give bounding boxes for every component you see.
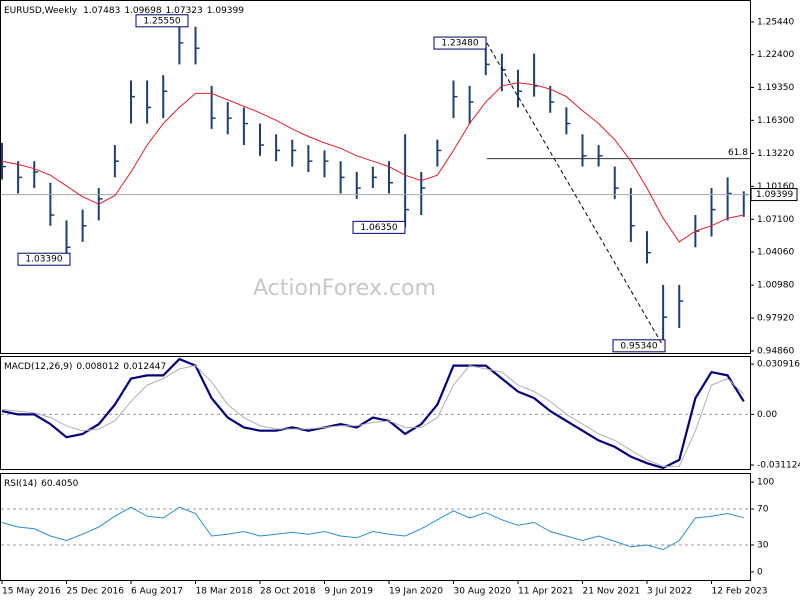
annotation-box: [17, 252, 71, 266]
y-tick-label: 1.00980: [757, 281, 794, 291]
annotation-label: 1.06350: [360, 223, 397, 233]
symbol: EURUSD,Weekly: [4, 6, 78, 16]
y-tick-label: 0.00: [757, 410, 777, 420]
y-tick-label: 0.030916: [757, 360, 800, 370]
annotation-box: [612, 339, 666, 353]
rsi-header: RSI(14) 60.4050: [4, 479, 79, 489]
macd-title: MACD(12,26,9): [4, 362, 72, 372]
open: 1.07483: [83, 6, 120, 16]
series-line: [1, 82, 744, 243]
rsi-panel: [0, 473, 751, 581]
price-header: EURUSD,Weekly 1.07483 1.09698 1.07323 1.0939…: [4, 6, 244, 16]
y-tick-label: 1.16300: [757, 116, 794, 126]
x-tick-label: 25 Dec 2016: [67, 587, 125, 597]
x-tick-label: 18 Mar 2018: [196, 587, 253, 597]
y-tick-label: 1.07100: [757, 215, 794, 225]
x-tick-label: 6 Aug 2017: [131, 587, 183, 597]
x-tick-label: 3 Jul 2022: [647, 587, 692, 597]
trend-line: [486, 42, 664, 347]
y-tick-label: 70: [757, 505, 769, 515]
fib-label: 61.8: [728, 148, 748, 158]
macd-header: MACD(12,26,9) 0.008012 0.012447: [4, 362, 166, 372]
y-tick-label: 1.10160: [757, 182, 794, 192]
price-panel: [0, 0, 751, 354]
y-tick-label: 0.97920: [757, 314, 794, 324]
y-tick-label: 0: [757, 567, 763, 577]
series-line: [1, 506, 744, 551]
y-tick-label: 1.04060: [757, 248, 794, 258]
series-line: [1, 365, 745, 467]
x-tick-label: 15 May 2016: [2, 587, 61, 597]
annotation-box: [433, 36, 487, 50]
y-tick-label: 1.22400: [757, 50, 794, 60]
series-line: [1, 357, 745, 470]
last-price-label: 1.09399: [756, 190, 793, 200]
annotation-label: 0.95340: [620, 341, 657, 351]
y-tick-label: 1.13220: [757, 149, 794, 159]
macd-readout: 0.008012: [76, 362, 119, 372]
annotation-label: 1.25550: [143, 16, 180, 26]
low: 1.07323: [166, 6, 203, 16]
macd-panel: [0, 356, 751, 470]
x-tick-label: 9 Jun 2019: [325, 587, 374, 597]
x-tick-label: 19 Jan 2020: [389, 587, 443, 597]
close: 1.09399: [207, 6, 244, 16]
annotation-label: 1.03390: [25, 255, 62, 265]
high: 1.09698: [124, 6, 161, 16]
y-tick-label: 1.19350: [757, 83, 794, 93]
x-tick-label: 28 Oct 2018: [260, 587, 316, 597]
rsi-title: RSI(14): [4, 479, 37, 489]
y-tick-label: 100: [757, 478, 774, 488]
x-tick-label: 12 Feb 2023: [712, 587, 768, 597]
x-tick-label: 30 Aug 2020: [454, 587, 512, 597]
y-tick-label: 0.94860: [757, 346, 794, 356]
x-tick-label: 11 Apr 2021: [518, 587, 574, 597]
rsi-readout: 60.4050: [41, 479, 78, 489]
signal-readout: 0.012447: [123, 362, 166, 372]
y-tick-label: 1.25440: [757, 17, 794, 27]
watermark: ActionForex.com: [253, 276, 436, 301]
annotation-label: 1.23480: [441, 39, 478, 49]
x-tick-label: 21 Nov 2021: [583, 587, 641, 597]
annotation-box: [352, 220, 406, 234]
y-tick-label: -0.031124: [757, 460, 800, 470]
last-price-box: [750, 188, 798, 202]
annotation-box: [135, 14, 189, 28]
y-tick-label: 30: [757, 540, 769, 550]
